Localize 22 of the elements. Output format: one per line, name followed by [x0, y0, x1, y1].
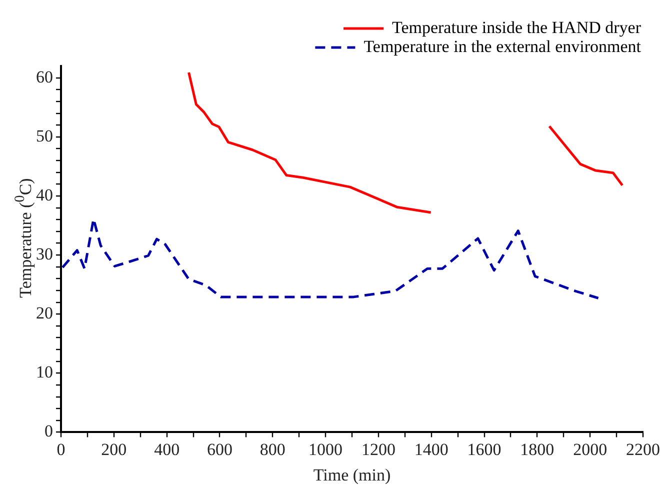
x-tick-label: 1800 — [520, 440, 554, 459]
x-tick-label: 800 — [260, 440, 286, 459]
x-tick-label: 2200 — [626, 440, 660, 459]
y-tick-label: 0 — [44, 422, 53, 441]
x-tick-label: 1000 — [308, 440, 343, 459]
x-tick-label: 1200 — [361, 440, 396, 459]
y-tick-label: 10 — [36, 362, 53, 382]
x-axis-title: Time (min) — [313, 465, 391, 484]
legend-label: Temperature inside the HAND dryer — [392, 18, 642, 37]
y-tick-label: 20 — [36, 304, 53, 323]
y-tick-label: 60 — [36, 67, 53, 86]
legend-label: Temperature in the external environment — [364, 36, 642, 56]
x-tick-label: 400 — [154, 440, 180, 459]
x-tick-label: 1600 — [467, 440, 502, 459]
x-tick-label: 1400 — [414, 440, 448, 459]
x-tick-label: 0 — [56, 440, 66, 459]
y-tick-label: 50 — [36, 126, 53, 146]
x-tick-label: 600 — [206, 440, 232, 459]
y-tick-label: 40 — [36, 185, 53, 204]
x-tick-label: 2000 — [573, 440, 608, 459]
x-tick-label: 200 — [101, 440, 127, 459]
y-tick-label: 30 — [36, 244, 53, 264]
